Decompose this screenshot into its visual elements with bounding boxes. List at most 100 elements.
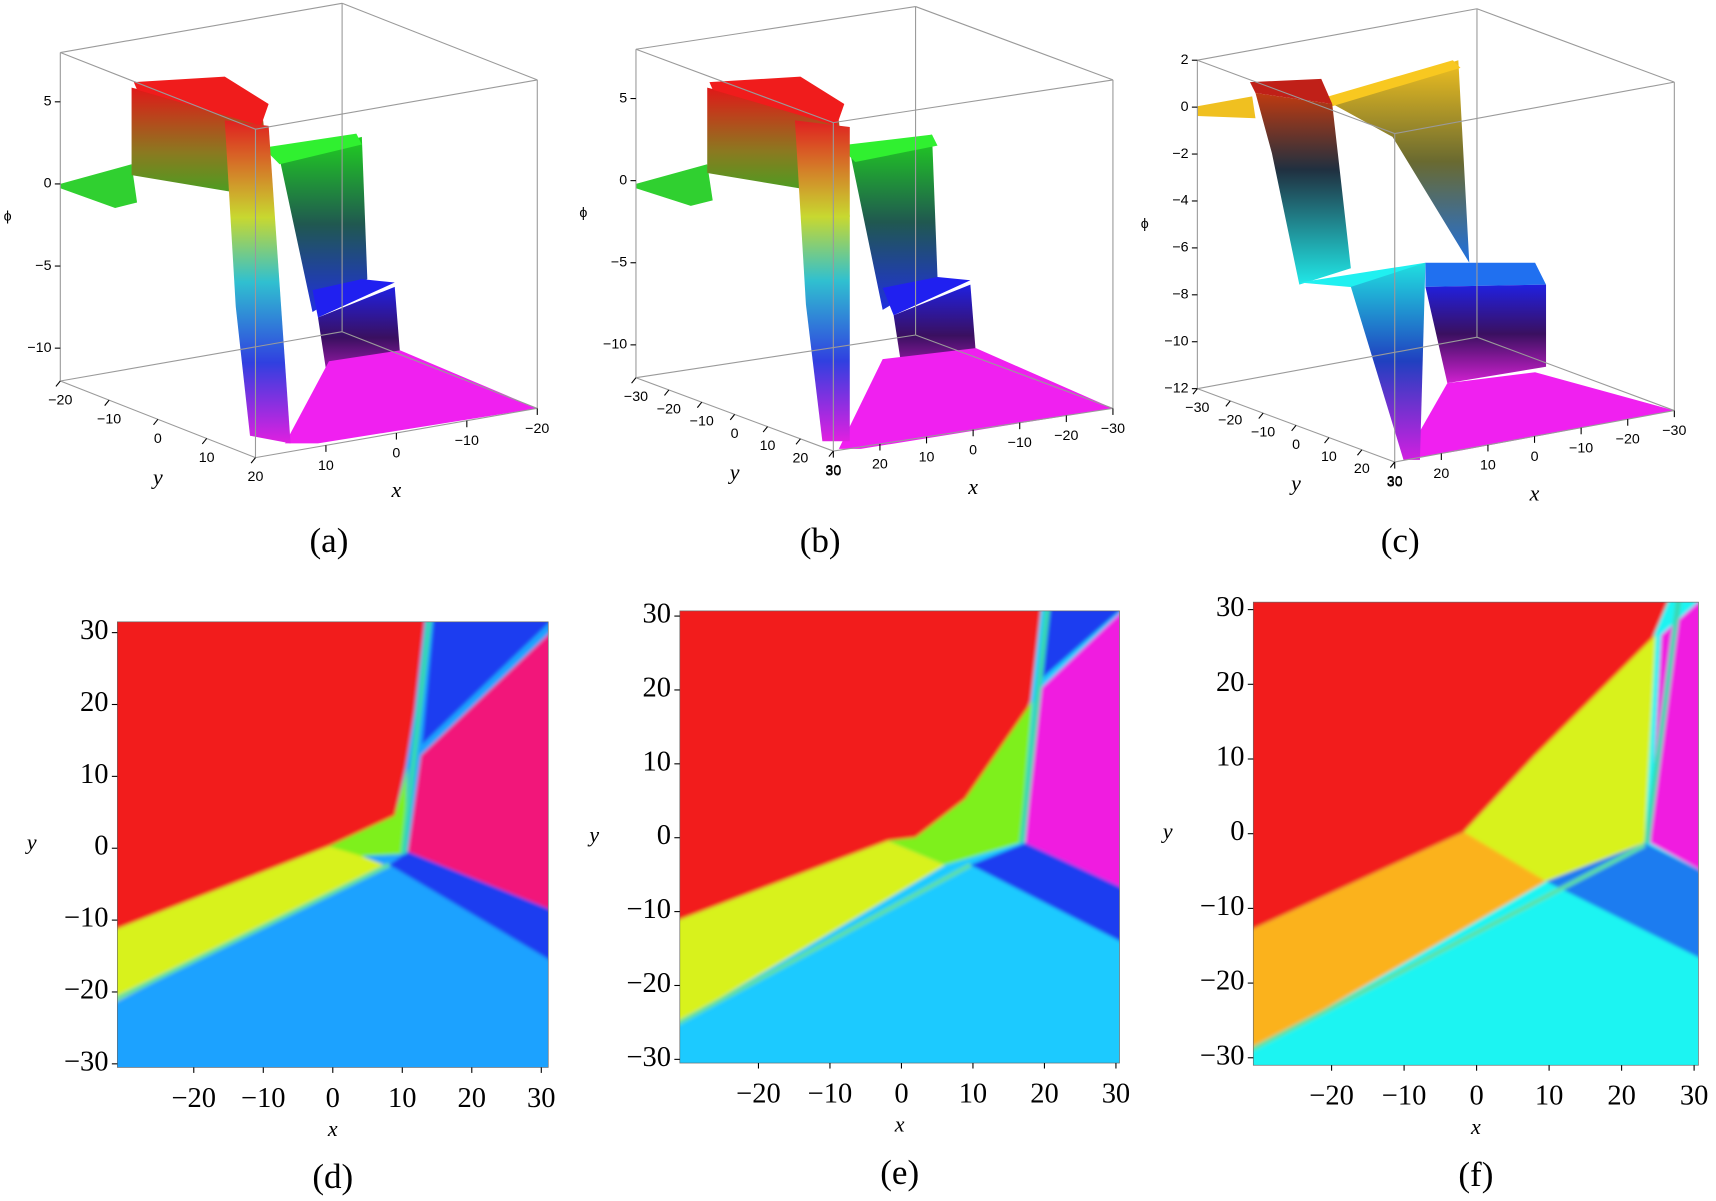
x-tick-label: −10: [1382, 1081, 1427, 1112]
x-tick-label: −30: [1101, 421, 1125, 437]
y-tick-label: 10: [1216, 742, 1244, 773]
x-axis-label: x: [327, 1116, 338, 1141]
x-tick-label: 20: [1433, 466, 1449, 482]
z-tick-label: −10: [1164, 334, 1188, 350]
y-tick: [828, 450, 834, 457]
x-tick-label: 30: [527, 1083, 555, 1114]
x-tick-label: 0: [326, 1083, 340, 1114]
z-tick-label: −6: [1172, 240, 1188, 256]
y-tick-label: −20: [48, 392, 72, 408]
y-tick-label: 20: [248, 469, 264, 485]
box-edge: [1476, 8, 1675, 83]
y-tick-label: −20: [626, 968, 671, 999]
z-tick-label: −12: [1164, 380, 1188, 396]
z-tick-label: −8: [1172, 287, 1188, 303]
x-tick-label: −20: [525, 421, 549, 437]
axes: 50−5−10−20−1001020100−10−20ϕyx(a)50−5−10…: [4, 2, 1708, 1196]
y-tick-label: 20: [1354, 461, 1370, 477]
x-axis-label: x: [967, 474, 978, 499]
y-tick-label: −20: [1218, 412, 1242, 428]
box-edge: [341, 2, 538, 81]
y-tick-label: 20: [80, 687, 108, 718]
z-tick-label: 0: [619, 172, 627, 188]
density-map: [679, 610, 1120, 1064]
y-tick: [1192, 388, 1198, 395]
y-tick-label: 10: [199, 450, 215, 466]
y-tick-label: 30: [1216, 592, 1244, 623]
y-tick-label: 0: [731, 426, 739, 442]
y-tick-label: 0: [94, 831, 108, 862]
y-tick: [1258, 412, 1264, 419]
z-axis-label: ϕ: [4, 209, 12, 225]
box-edge: [915, 6, 1114, 81]
x-tick-label: 10: [1535, 1081, 1563, 1112]
y-tick-label: −20: [657, 401, 681, 417]
y-axis-label: y: [151, 465, 163, 490]
y-tick: [104, 399, 110, 406]
box-edge: [60, 331, 343, 382]
y-tick-label: 0: [657, 820, 671, 851]
y-tick-label: 20: [793, 450, 809, 466]
density-map: [1253, 602, 1699, 1066]
y-tick-label: 0: [154, 431, 162, 447]
caption: (b): [800, 521, 841, 560]
x-axis-label: x: [1529, 480, 1540, 505]
y-tick-label: −30: [1200, 1040, 1245, 1071]
y-axis-label: y: [25, 830, 37, 855]
caption: (e): [880, 1153, 919, 1192]
x-axis-label: x: [894, 1112, 905, 1137]
surface: [635, 76, 1113, 449]
x-tick-label: 30: [825, 464, 841, 480]
x-tick-label: 10: [1480, 457, 1496, 473]
x-tick-label: −20: [1616, 432, 1640, 448]
caption: (c): [1381, 521, 1420, 560]
z-tick-label: −10: [27, 340, 51, 356]
x-tick-label: −10: [455, 433, 479, 449]
x-tick-label: 0: [1469, 1081, 1483, 1112]
box-edge: [635, 6, 916, 50]
x-tick-label: 30: [1387, 475, 1403, 491]
x-tick-label: −10: [1569, 440, 1593, 456]
y-tick-label: −30: [624, 389, 648, 405]
y-tick-label: −10: [690, 414, 714, 430]
surface: [60, 76, 538, 444]
box-edge: [1197, 8, 1478, 61]
z-tick-label: 0: [44, 176, 52, 192]
z-tick-label: −4: [1172, 193, 1188, 209]
y-tick-label: −30: [64, 1046, 109, 1077]
z-tick-label: 0: [1181, 99, 1189, 115]
z-tick-label: −10: [603, 337, 627, 353]
box-edge: [255, 79, 538, 130]
plot-frame: [679, 610, 1120, 1064]
density-map: [117, 621, 549, 1068]
z-tick-label: 5: [619, 90, 627, 106]
y-axis-label: y: [1289, 471, 1301, 496]
y-tick: [201, 438, 208, 445]
box-edge: [635, 48, 834, 124]
x-tick-label: 0: [1531, 449, 1539, 465]
x-tick-label: 10: [959, 1078, 987, 1109]
y-tick-label: 10: [643, 746, 671, 777]
y-tick-label: −30: [1185, 400, 1209, 416]
box-edge: [60, 2, 343, 54]
y-tick: [795, 438, 801, 445]
box-edge: [635, 334, 916, 379]
caption: (a): [309, 521, 348, 560]
box-edge: [1476, 336, 1675, 412]
x-tick-label: −20: [1054, 428, 1078, 444]
y-tick: [1225, 400, 1231, 407]
box-edge: [1394, 81, 1675, 135]
x-axis-label: x: [1470, 1114, 1481, 1139]
x-tick-label: 20: [1030, 1078, 1058, 1109]
z-tick-label: 5: [44, 94, 52, 110]
x-tick-label: 10: [388, 1083, 416, 1114]
x-tick-label: −20: [736, 1078, 781, 1109]
x-tick-label: 0: [392, 446, 400, 462]
y-tick: [1357, 449, 1363, 456]
y-tick: [1389, 461, 1396, 468]
x-tick-label: 0: [894, 1078, 908, 1109]
z-tick-label: −2: [1172, 146, 1188, 162]
x-tick-label: −10: [1008, 435, 1032, 451]
x-tick-label: −20: [1309, 1081, 1354, 1112]
